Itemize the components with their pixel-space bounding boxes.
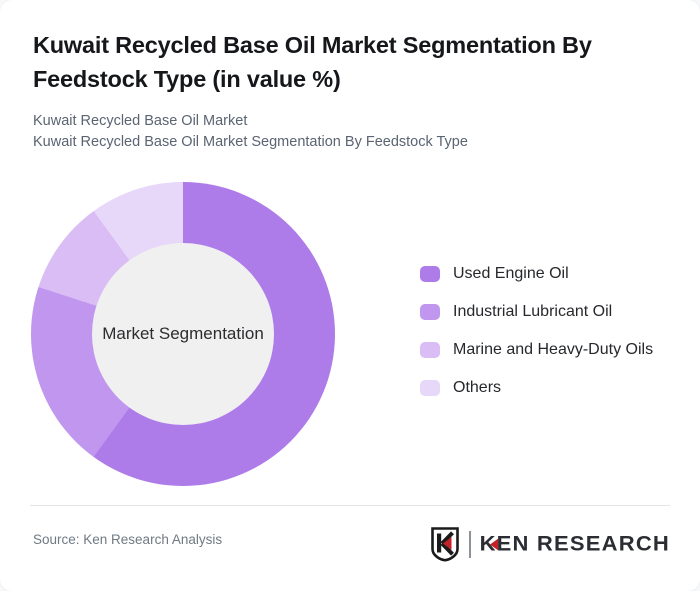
ken-research-logo: KEN RESEARCH <box>430 526 670 562</box>
donut-center-label: Market Segmentation <box>102 324 264 343</box>
logo-text-rest: EN RESEARCH <box>496 531 670 556</box>
legend: Used Engine Oil Industrial Lubricant Oil M… <box>420 265 654 418</box>
subtitle-line-2: Kuwait Recycled Base Oil Market Segmenta… <box>33 134 468 150</box>
logo-divider <box>468 530 471 558</box>
chart-subtitle: Kuwait Recycled Base Oil Market Kuwait R… <box>33 111 468 153</box>
legend-label: Marine and Heavy-Duty Oils <box>453 341 654 358</box>
legend-item-1[interactable]: Industrial Lubricant Oil <box>420 303 653 320</box>
source-text: Source: Ken Research Analysis <box>33 532 223 547</box>
legend-swatch <box>420 342 440 358</box>
legend-label: Used Engine Oil <box>453 265 569 282</box>
legend-label: Industrial Lubricant Oil <box>453 303 613 320</box>
legend-swatch <box>420 266 440 282</box>
legend-item-2[interactable]: Marine and Heavy-Duty Oils <box>420 341 654 358</box>
logo-wordmark: KEN RESEARCH <box>480 532 670 557</box>
legend-label: Others <box>453 379 502 396</box>
logo-letter-k: K <box>479 531 497 556</box>
ken-research-shield-icon <box>430 527 459 562</box>
footer-divider <box>30 505 670 506</box>
legend-swatch <box>420 304 440 320</box>
shield-k-triangle <box>442 537 452 550</box>
donut-chart: Market Segmentation <box>31 182 335 486</box>
page-title: Kuwait Recycled Base Oil Market Segmenta… <box>33 32 592 92</box>
legend-swatch <box>420 380 440 396</box>
legend-item-3[interactable]: Others <box>420 379 653 396</box>
legend-item-0[interactable]: Used Engine Oil <box>420 265 653 282</box>
subtitle-line-1: Kuwait Recycled Base Oil Market <box>33 113 248 129</box>
donut-center: Market Segmentation <box>92 243 274 425</box>
